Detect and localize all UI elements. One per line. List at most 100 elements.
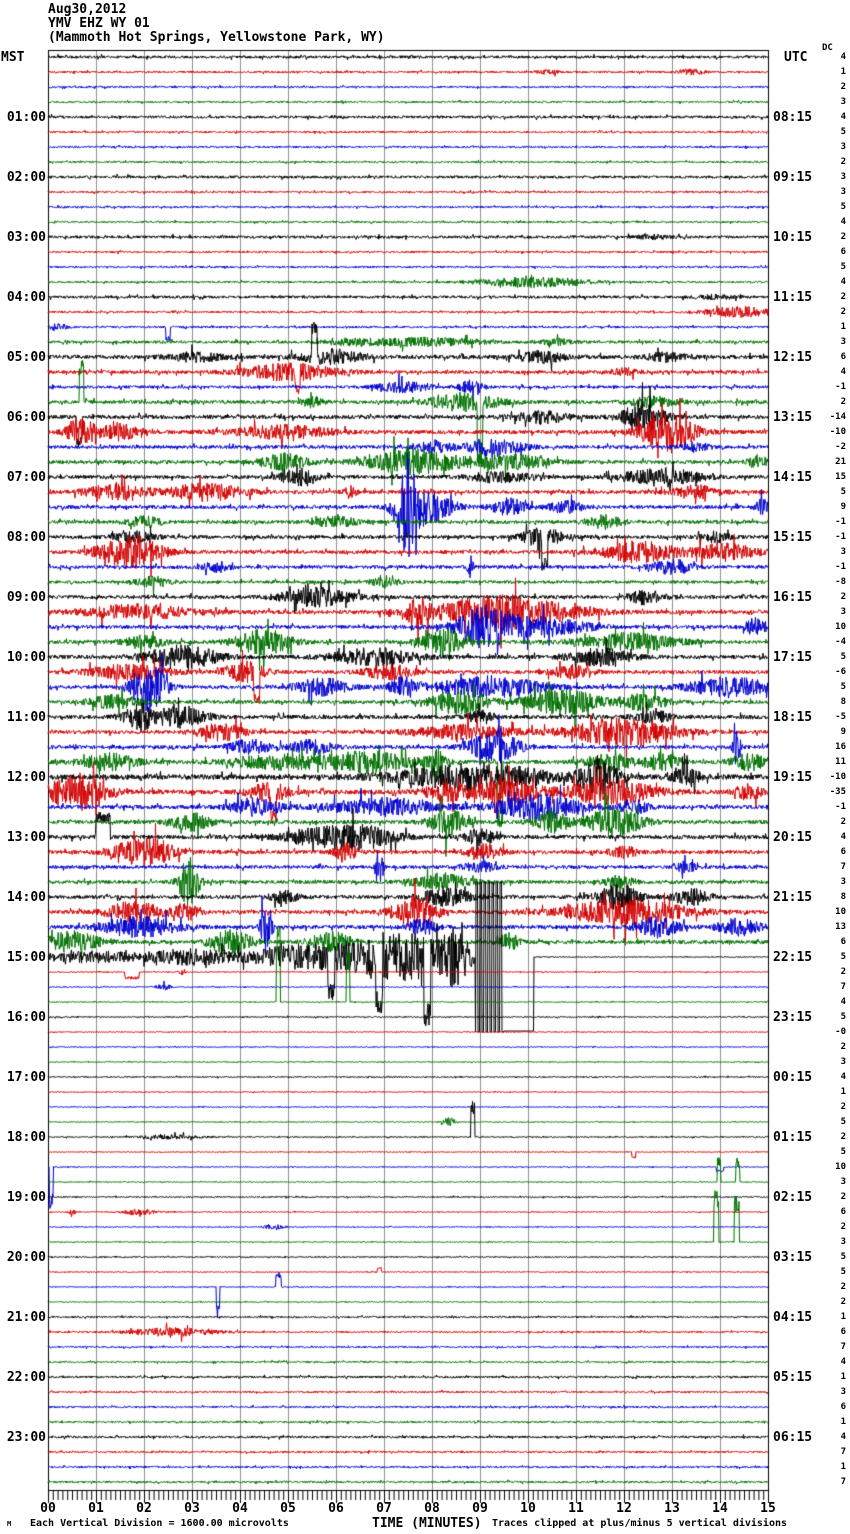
dc-value: 4 (840, 1072, 846, 1082)
dc-value: 1 (840, 1087, 846, 1097)
dc-value: 6 (840, 937, 846, 947)
dc-value: 1 (840, 1462, 846, 1472)
mst-time-label: 04:00 (6, 290, 46, 305)
minute-label: 05 (280, 1501, 296, 1516)
minute-label: 01 (88, 1501, 104, 1516)
mst-time-label: 21:00 (6, 1310, 46, 1325)
header-station: YMV EHZ WY 01 (48, 16, 150, 31)
dc-value: 7 (840, 1447, 846, 1457)
dc-value: 5 (840, 1252, 846, 1262)
dc-value: 5 (840, 127, 846, 137)
mst-time-label: 07:00 (6, 470, 46, 485)
dc-value: 7 (840, 1477, 846, 1487)
dc-value: 5 (840, 952, 846, 962)
dc-value: 4 (840, 52, 846, 62)
utc-time-label: 10:15 (773, 230, 813, 245)
dc-value: 7 (840, 982, 846, 992)
header-location: (Mammoth Hot Springs, Yellowstone Park, … (48, 30, 385, 45)
dc-value: 4 (840, 832, 846, 842)
dc-value: -6 (835, 667, 846, 677)
dc-axis-label: DC (822, 43, 833, 53)
dc-value: 3 (840, 877, 846, 887)
utc-time-label: 00:15 (773, 1070, 813, 1085)
minute-label: 04 (232, 1501, 248, 1516)
dc-value: 4 (840, 1432, 846, 1442)
dc-value: 7 (840, 1342, 846, 1352)
minute-label: 15 (760, 1501, 776, 1516)
utc-time-label: 11:15 (773, 290, 813, 305)
mst-axis-label: MST (1, 50, 25, 65)
dc-value: 13 (835, 922, 846, 932)
mst-time-label: 06:00 (6, 410, 46, 425)
dc-value: 5 (840, 1147, 846, 1157)
dc-value: 5 (840, 1117, 846, 1127)
dc-value: 6 (840, 352, 846, 362)
mst-time-label: 02:00 (6, 170, 46, 185)
utc-time-label: 12:15 (773, 350, 813, 365)
mst-time-label: 05:00 (6, 350, 46, 365)
dc-value: 4 (840, 277, 846, 287)
dc-value: 3 (840, 172, 846, 182)
mst-time-label: 01:00 (6, 110, 46, 125)
dc-value: 1 (840, 67, 846, 77)
dc-value: 10 (835, 622, 846, 632)
dc-value: 5 (840, 682, 846, 692)
minute-label: 14 (712, 1501, 728, 1516)
mst-time-label: 09:00 (6, 590, 46, 605)
dc-value: -10 (829, 427, 846, 437)
footer-clip-note: Traces clipped at plus/minus 5 vertical … (492, 1518, 788, 1529)
dc-value: 2 (840, 592, 846, 602)
dc-value: 8 (840, 697, 846, 707)
utc-time-label: 01:15 (773, 1130, 813, 1145)
dc-value: 6 (840, 847, 846, 857)
minute-label: 11 (568, 1501, 584, 1516)
mst-time-label: 22:00 (6, 1370, 46, 1385)
dc-value: 3 (840, 607, 846, 617)
dc-value: -1 (835, 802, 846, 812)
dc-value: 2 (840, 817, 846, 827)
dc-value: -4 (835, 637, 846, 647)
dc-value: 2 (840, 1102, 846, 1112)
mst-time-label: 18:00 (6, 1130, 46, 1145)
utc-time-label: 20:15 (773, 830, 813, 845)
dc-value: 4 (840, 217, 846, 227)
minute-label: 09 (472, 1501, 488, 1516)
minute-label: 00 (40, 1501, 56, 1516)
dc-value: 2 (840, 157, 846, 167)
mst-time-label: 08:00 (6, 530, 46, 545)
dc-value: 2 (840, 1192, 846, 1202)
dc-value: 2 (840, 1282, 846, 1292)
dc-value: 3 (840, 187, 846, 197)
dc-value: 10 (835, 907, 846, 917)
dc-value: -5 (835, 712, 846, 722)
dc-value: 15 (835, 472, 846, 482)
dc-value: -14 (829, 412, 846, 422)
minute-label: 06 (328, 1501, 344, 1516)
dc-value: -2 (835, 442, 846, 452)
dc-value: 5 (840, 487, 846, 497)
utc-time-label: 22:15 (773, 950, 813, 965)
dc-value: 3 (840, 1177, 846, 1187)
dc-value: 2 (840, 82, 846, 92)
mst-time-label: 03:00 (6, 230, 46, 245)
dc-value: 6 (840, 1402, 846, 1412)
minute-label: 10 (520, 1501, 536, 1516)
utc-time-label: 06:15 (773, 1430, 813, 1445)
utc-time-label: 02:15 (773, 1190, 813, 1205)
dc-value: -1 (835, 517, 846, 527)
dc-value: 11 (835, 757, 846, 767)
mst-time-label: 16:00 (6, 1010, 46, 1025)
dc-value: 3 (840, 1237, 846, 1247)
dc-value: 9 (840, 502, 846, 512)
dc-value: 4 (840, 112, 846, 122)
utc-time-label: 16:15 (773, 590, 813, 605)
dc-value: 4 (840, 997, 846, 1007)
dc-value: 2 (840, 397, 846, 407)
dc-value: 7 (840, 862, 846, 872)
dc-value: 9 (840, 727, 846, 737)
mst-time-label: 20:00 (6, 1250, 46, 1265)
utc-time-label: 08:15 (773, 110, 813, 125)
mst-time-label: 14:00 (6, 890, 46, 905)
dc-value: 2 (840, 967, 846, 977)
